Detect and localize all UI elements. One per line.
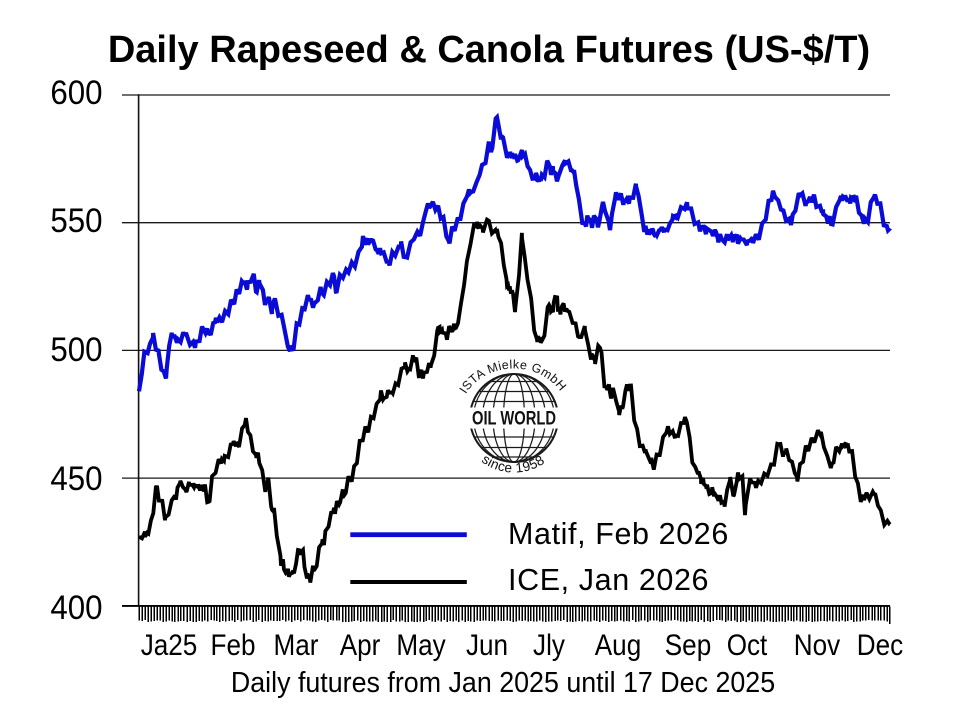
svg-text:OIL WORLD: OIL WORLD [472,409,556,430]
